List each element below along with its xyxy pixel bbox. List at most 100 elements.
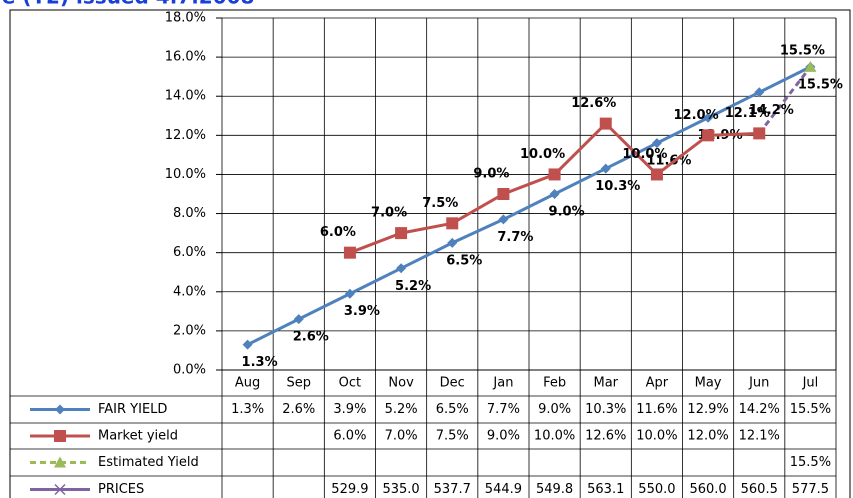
x-tick-label: Apr <box>646 376 669 391</box>
table-cell: 12.9% <box>687 402 728 417</box>
x-tick-label: Dec <box>440 376 465 391</box>
table-cell: 10.0% <box>534 429 575 444</box>
x-tick-label: Oct <box>339 376 361 391</box>
point <box>754 87 765 98</box>
data-label: 10.0% <box>622 147 667 162</box>
data-label: 7.5% <box>422 196 458 211</box>
point <box>395 227 408 240</box>
point <box>55 404 65 415</box>
data-label: 9.0% <box>473 167 509 182</box>
x-tick-label: Jul <box>802 376 819 391</box>
point <box>54 430 66 442</box>
point <box>446 217 459 230</box>
x-tick-label: Aug <box>235 376 260 391</box>
y-tick-label: 8.0% <box>173 206 206 221</box>
data-label: 7.0% <box>371 206 407 221</box>
table-cell: 15.5% <box>790 455 831 470</box>
data-label: 1.3% <box>242 355 278 370</box>
point <box>702 129 715 142</box>
x-tick-label: Sep <box>286 376 311 391</box>
table-cell: 577.5 <box>792 482 829 497</box>
legend-label: PRICES <box>98 482 144 497</box>
x-tick-label: Jun <box>748 376 769 391</box>
table-cell: 7.0% <box>385 429 418 444</box>
point <box>703 112 714 123</box>
point <box>600 163 611 174</box>
data-label: 10.0% <box>520 147 565 162</box>
legend-label: Market yield <box>98 429 178 444</box>
x-tick-label: Feb <box>543 376 566 391</box>
table-cell: 7.7% <box>487 402 520 417</box>
point <box>293 314 304 325</box>
legend-label: Estimated Yield <box>98 455 199 470</box>
y-tick-label: 10.0% <box>165 167 206 182</box>
data-label: 12.6% <box>571 96 616 111</box>
table-cell: 5.2% <box>385 402 418 417</box>
y-tick-label: 16.0% <box>165 50 206 65</box>
data-label: 2.6% <box>293 330 329 345</box>
point <box>343 246 356 259</box>
table-cell: 15.5% <box>790 402 831 417</box>
table-cell: 12.0% <box>687 429 728 444</box>
point <box>804 60 817 72</box>
point <box>344 288 355 299</box>
table-cell: 6.5% <box>436 402 469 417</box>
data-label: 15.5% <box>798 77 843 92</box>
x-tick-label: Mar <box>593 376 618 391</box>
table-cell: 560.0 <box>689 482 726 497</box>
data-label: 5.2% <box>395 279 431 294</box>
table-cell: 2.6% <box>282 402 315 417</box>
point <box>498 214 509 225</box>
table-cell: 11.6% <box>636 402 677 417</box>
y-tick-label: 0.0% <box>173 363 206 378</box>
table-cell: 9.0% <box>487 429 520 444</box>
x-tick-label: Jan <box>492 376 513 391</box>
table-cell: 535.0 <box>382 482 419 497</box>
data-label: 6.5% <box>446 253 482 268</box>
data-label: 15.5% <box>780 43 825 58</box>
x-tick-label: Nov <box>388 376 414 391</box>
table-cell: 3.9% <box>333 402 366 417</box>
point <box>396 263 407 274</box>
chart-border <box>9 9 851 498</box>
table-cell: 1.3% <box>231 402 264 417</box>
y-tick-label: 6.0% <box>173 245 206 260</box>
data-label: 12.1% <box>725 106 770 121</box>
x-tick-label: May <box>695 376 722 391</box>
point <box>497 188 510 200</box>
table-cell: 10.3% <box>585 402 626 417</box>
point <box>548 168 561 181</box>
point <box>599 117 612 130</box>
point <box>447 237 458 248</box>
data-label: 3.9% <box>344 304 380 319</box>
table-cell: 529.9 <box>331 482 368 497</box>
point <box>650 168 663 181</box>
point <box>753 127 766 140</box>
y-tick-label: 18.0% <box>165 11 206 26</box>
data-label: 10.3% <box>595 179 640 194</box>
chart-title: re (Y2) issued 4.7.2008 <box>0 0 254 9</box>
point <box>549 189 560 199</box>
table-cell: 563.1 <box>587 482 624 497</box>
table-cell: 9.0% <box>538 402 571 417</box>
table-cell: 7.5% <box>436 429 469 444</box>
data-label: 12.0% <box>674 108 719 123</box>
data-label: 14.2% <box>749 103 794 118</box>
point <box>651 138 662 149</box>
data-label: 7.7% <box>497 230 533 245</box>
point <box>242 339 253 350</box>
y-tick-label: 2.0% <box>173 323 206 338</box>
point <box>54 483 66 496</box>
table-cell: 550.0 <box>638 482 675 497</box>
table-cell: 14.2% <box>739 402 780 417</box>
table-cell: 560.5 <box>741 482 778 497</box>
series-line <box>246 65 812 346</box>
table-cell: 12.1% <box>739 429 780 444</box>
y-tick-label: 12.0% <box>165 128 206 143</box>
data-label: 6.0% <box>320 225 356 240</box>
table-cell: 12.6% <box>585 429 626 444</box>
table-cell: 544.9 <box>485 482 522 497</box>
data-label: 9.0% <box>549 205 585 220</box>
table-cell: 549.8 <box>536 482 573 497</box>
